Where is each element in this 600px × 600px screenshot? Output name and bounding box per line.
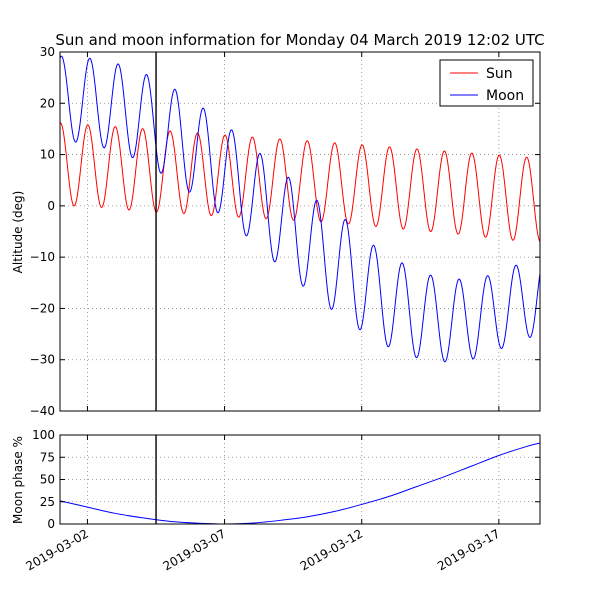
altitude-y-tick-label: 20 — [40, 96, 55, 110]
moon-phase-x-ticks — [86, 435, 500, 524]
moon-phase-y-ticks: 0 25 50 75 100 — [32, 428, 540, 531]
altitude-y-tick-label: 30 — [40, 45, 55, 59]
moon-phase-series — [59, 442, 541, 525]
altitude-y-tick-label: 10 — [40, 148, 55, 162]
series-line-sun — [59, 122, 541, 242]
moon-phase-y-tick-label: 25 — [40, 495, 55, 509]
altitude-plot: −40 −30 −20 −10 0 10 20 30 Altitude (deg) Sun M… — [11, 45, 541, 418]
series-line-moon — [59, 55, 541, 363]
moon-phase-grid — [60, 435, 540, 524]
legend-box — [439, 59, 534, 107]
altitude-y-tick-label: 0 — [47, 199, 55, 213]
moon-phase-y-axis-label: Moon phase % — [11, 436, 25, 524]
legend: Sun Moon — [439, 59, 534, 107]
altitude-x-ticks — [86, 52, 500, 411]
altitude-y-tick-label: −10 — [30, 250, 55, 264]
altitude-series — [59, 55, 541, 363]
altitude-y-tick-label: −40 — [30, 404, 55, 418]
legend-moon-label: Moon — [486, 88, 524, 104]
altitude-y-axis-label: Altitude (deg) — [11, 191, 25, 274]
chart-title: Sun and moon information for Monday 04 M… — [55, 31, 544, 49]
moon-phase-y-tick-label: 50 — [40, 473, 55, 487]
moon-phase-y-tick-label: 100 — [32, 428, 55, 442]
altitude-y-ticks: −40 −30 −20 −10 0 10 20 30 — [30, 45, 540, 418]
moon-phase-line — [59, 442, 541, 525]
moon-phase-y-tick-label: 75 — [40, 450, 55, 464]
moon-phase-y-tick-label: 0 — [47, 517, 55, 531]
altitude-y-tick-label: −20 — [30, 301, 55, 315]
altitude-plot-frame — [59, 51, 541, 412]
legend-sun-label: Sun — [486, 66, 513, 82]
altitude-y-tick-label: −30 — [30, 353, 55, 367]
